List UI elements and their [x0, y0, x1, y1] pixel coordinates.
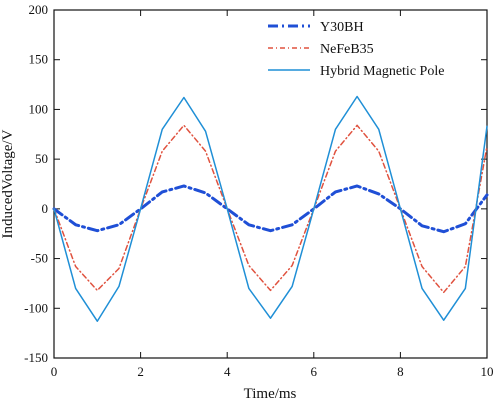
- x-tick-label: 6: [311, 364, 318, 379]
- legend-label-0: Y30BH: [320, 20, 364, 35]
- x-axis-label: Time/ms: [244, 386, 297, 402]
- y-tick-label: 100: [29, 101, 49, 116]
- x-tick-label: 10: [481, 364, 494, 379]
- x-tick-label: 2: [137, 364, 144, 379]
- x-axis: 0 2 4 6 8 10: [51, 10, 494, 379]
- y-tick-label: 50: [35, 151, 48, 166]
- x-tick-label: 4: [224, 364, 231, 379]
- x-tick-label: 8: [397, 364, 404, 379]
- y-axis-label: InducedVoltage/V: [0, 129, 16, 238]
- legend-label-1: NeFeB35: [320, 42, 374, 57]
- y-tick-label: 200: [29, 2, 49, 17]
- y-tick-label: -100: [24, 300, 48, 315]
- legend-label-2: Hybrid Magnetic Pole: [320, 64, 444, 79]
- series-layer: [52, 95, 489, 322]
- series-line-2: [53, 95, 488, 322]
- plot-frame: [53, 9, 488, 359]
- series-line-1: [53, 124, 488, 294]
- y-tick-label: 0: [42, 201, 49, 216]
- y-tick-label: -150: [24, 350, 48, 365]
- series-line-0: [52, 184, 489, 234]
- y-axis: -150 -100 -50 0 50 100 150 200: [24, 2, 487, 365]
- y-tick-label: 150: [29, 52, 49, 67]
- legend: Y30BH NeFeB35 Hybrid Magnetic Pole: [268, 20, 444, 79]
- x-tick-label: 0: [51, 364, 58, 379]
- y-tick-label: -50: [31, 251, 48, 266]
